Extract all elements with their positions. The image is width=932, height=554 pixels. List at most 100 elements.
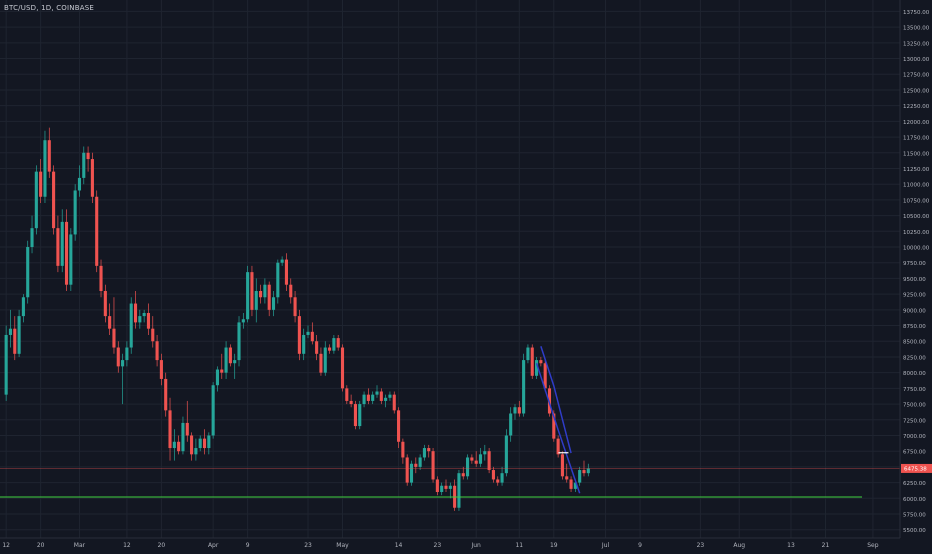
candle[interactable] <box>366 388 370 405</box>
candle[interactable] <box>487 448 491 474</box>
candle[interactable] <box>121 353 125 405</box>
candle[interactable] <box>263 278 267 304</box>
candle[interactable] <box>284 253 289 291</box>
candle[interactable] <box>388 391 392 401</box>
candle[interactable] <box>211 382 215 439</box>
candle[interactable] <box>198 435 202 452</box>
candle[interactable] <box>392 391 396 414</box>
candle[interactable] <box>155 334 159 367</box>
candle[interactable] <box>500 466 504 486</box>
candle[interactable] <box>293 290 297 323</box>
candle[interactable] <box>185 400 189 442</box>
candle[interactable] <box>427 444 431 458</box>
candle[interactable] <box>405 454 409 486</box>
candle[interactable] <box>99 259 103 298</box>
candle[interactable] <box>246 265 250 323</box>
candle[interactable] <box>194 438 198 461</box>
candle[interactable] <box>254 278 258 323</box>
candle[interactable] <box>565 463 569 483</box>
candle[interactable] <box>30 215 34 254</box>
candle[interactable] <box>73 184 77 241</box>
candle[interactable] <box>159 353 163 386</box>
candle[interactable] <box>95 190 99 273</box>
candle[interactable] <box>202 429 207 455</box>
candle[interactable] <box>297 309 301 361</box>
candle[interactable] <box>116 341 120 373</box>
candle[interactable] <box>82 146 86 185</box>
candle[interactable] <box>233 353 237 379</box>
candle[interactable] <box>478 448 483 467</box>
candle[interactable] <box>64 209 69 291</box>
candle[interactable] <box>315 334 319 361</box>
candle[interactable] <box>90 152 94 204</box>
candle[interactable] <box>491 466 495 483</box>
candle[interactable] <box>397 407 401 449</box>
candle[interactable] <box>215 366 220 392</box>
candle[interactable] <box>509 407 513 442</box>
candle[interactable] <box>108 303 112 335</box>
candle[interactable] <box>26 240 30 304</box>
drawings[interactable] <box>0 346 900 498</box>
candle[interactable] <box>444 479 448 493</box>
candle[interactable] <box>43 130 47 204</box>
candle[interactable] <box>517 400 521 417</box>
candle[interactable] <box>13 316 17 361</box>
candle[interactable] <box>241 312 245 329</box>
price-axis[interactable]: 5500.005750.006000.006250.006500.006750.… <box>901 10 932 534</box>
candle[interactable] <box>302 328 306 361</box>
candle[interactable] <box>4 325 8 401</box>
candle[interactable] <box>345 385 349 405</box>
candle[interactable] <box>168 397 172 461</box>
candle[interactable] <box>336 334 340 351</box>
candle[interactable] <box>177 435 181 455</box>
candle[interactable] <box>172 429 176 461</box>
candle[interactable] <box>34 165 38 235</box>
candle[interactable] <box>289 278 293 304</box>
candle[interactable] <box>371 391 375 405</box>
candle[interactable] <box>21 294 25 323</box>
candle[interactable] <box>56 215 60 273</box>
candle[interactable] <box>86 146 90 172</box>
candle[interactable] <box>112 297 116 354</box>
candle[interactable] <box>181 416 185 455</box>
candle[interactable] <box>60 209 64 273</box>
candle[interactable] <box>267 281 271 317</box>
candle[interactable] <box>151 316 155 348</box>
candle[interactable] <box>77 165 82 197</box>
candle[interactable] <box>379 388 383 405</box>
candle[interactable] <box>353 400 357 430</box>
candle[interactable] <box>224 341 228 379</box>
wedge-upper-line[interactable] <box>540 346 572 454</box>
candles[interactable] <box>4 127 590 511</box>
candle[interactable] <box>146 303 151 335</box>
candle[interactable] <box>69 228 73 291</box>
candle[interactable] <box>47 127 51 178</box>
candle[interactable] <box>125 341 129 367</box>
candle[interactable] <box>271 290 276 317</box>
candle[interactable] <box>190 432 194 461</box>
candle[interactable] <box>328 344 332 354</box>
candle[interactable] <box>332 334 336 354</box>
candle[interactable] <box>310 322 314 345</box>
candle[interactable] <box>457 470 461 511</box>
candle[interactable] <box>340 344 345 392</box>
candle[interactable] <box>504 429 508 477</box>
candle[interactable] <box>556 435 560 458</box>
candle[interactable] <box>237 316 241 367</box>
candle[interactable] <box>220 353 224 379</box>
candle[interactable] <box>259 284 263 304</box>
candle[interactable] <box>323 341 327 376</box>
candle[interactable] <box>569 476 573 493</box>
candle[interactable] <box>138 309 142 329</box>
candle[interactable] <box>414 457 418 474</box>
candle[interactable] <box>306 325 310 339</box>
candle[interactable] <box>578 466 582 486</box>
candle[interactable] <box>448 482 452 499</box>
candle[interactable] <box>8 309 13 348</box>
candle[interactable] <box>535 356 539 379</box>
candle[interactable] <box>586 463 590 477</box>
candle[interactable] <box>422 444 426 461</box>
candle[interactable] <box>276 259 280 304</box>
candle[interactable] <box>409 460 414 486</box>
